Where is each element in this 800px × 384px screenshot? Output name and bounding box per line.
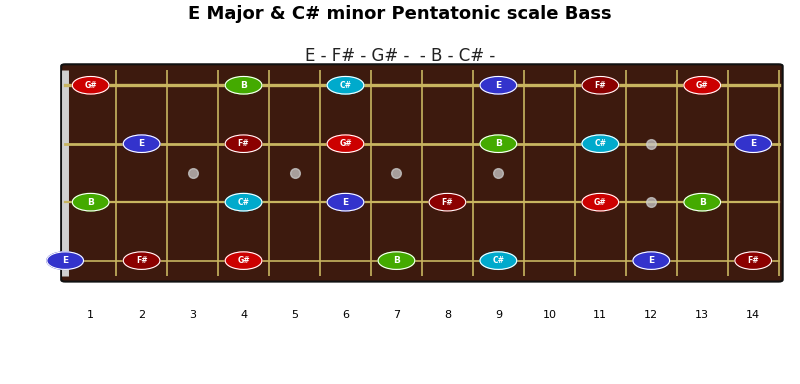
Circle shape <box>72 76 109 94</box>
Circle shape <box>684 194 721 211</box>
Text: C#: C# <box>492 256 504 265</box>
Text: 3: 3 <box>189 310 196 320</box>
Circle shape <box>480 252 517 270</box>
Text: F#: F# <box>238 139 250 148</box>
Text: E: E <box>648 256 654 265</box>
Text: G#: G# <box>339 139 352 148</box>
Circle shape <box>327 135 364 152</box>
Text: F#: F# <box>594 81 606 90</box>
Text: 1: 1 <box>87 310 94 320</box>
Text: E: E <box>138 139 145 148</box>
Text: E: E <box>62 256 68 265</box>
Text: 11: 11 <box>594 310 607 320</box>
Text: E: E <box>342 198 349 207</box>
Text: C#: C# <box>339 81 351 90</box>
Circle shape <box>123 135 160 152</box>
Text: E: E <box>750 139 756 148</box>
Text: G#: G# <box>594 198 606 207</box>
Text: E: E <box>495 81 502 90</box>
Text: 9: 9 <box>495 310 502 320</box>
Text: B: B <box>393 256 400 265</box>
Text: F#: F# <box>747 256 759 265</box>
Text: C#: C# <box>238 198 250 207</box>
Text: E - F# - G# -  - B - C# -: E - F# - G# - - B - C# - <box>305 47 495 65</box>
Circle shape <box>72 194 109 211</box>
Text: 6: 6 <box>342 310 349 320</box>
Text: G#: G# <box>84 81 97 90</box>
Text: 13: 13 <box>695 310 710 320</box>
Circle shape <box>378 252 414 270</box>
Text: 4: 4 <box>240 310 247 320</box>
Circle shape <box>226 135 262 152</box>
Text: B: B <box>87 198 94 207</box>
Text: 10: 10 <box>542 310 556 320</box>
Text: F#: F# <box>136 256 147 265</box>
Circle shape <box>226 76 262 94</box>
Circle shape <box>480 135 517 152</box>
Circle shape <box>582 135 618 152</box>
FancyBboxPatch shape <box>61 64 782 281</box>
Circle shape <box>226 252 262 270</box>
Circle shape <box>684 76 721 94</box>
Circle shape <box>735 252 771 270</box>
Text: C#: C# <box>594 139 606 148</box>
Circle shape <box>327 194 364 211</box>
Circle shape <box>429 194 466 211</box>
Text: 5: 5 <box>291 310 298 320</box>
Circle shape <box>327 76 364 94</box>
Circle shape <box>226 194 262 211</box>
Circle shape <box>735 135 771 152</box>
Circle shape <box>582 76 618 94</box>
Circle shape <box>633 252 670 270</box>
Text: F#: F# <box>442 198 454 207</box>
Text: B: B <box>495 139 502 148</box>
Text: G#: G# <box>696 81 709 90</box>
Text: 2: 2 <box>138 310 145 320</box>
Text: B: B <box>240 81 247 90</box>
Circle shape <box>582 194 618 211</box>
Circle shape <box>480 76 517 94</box>
Text: 14: 14 <box>746 310 760 320</box>
Text: 7: 7 <box>393 310 400 320</box>
Circle shape <box>123 252 160 270</box>
Text: E Major & C# minor Pentatonic scale Bass: E Major & C# minor Pentatonic scale Bass <box>188 5 612 23</box>
Text: 12: 12 <box>644 310 658 320</box>
Text: B: B <box>698 198 706 207</box>
Circle shape <box>47 252 83 270</box>
Text: G#: G# <box>238 256 250 265</box>
Text: 8: 8 <box>444 310 451 320</box>
